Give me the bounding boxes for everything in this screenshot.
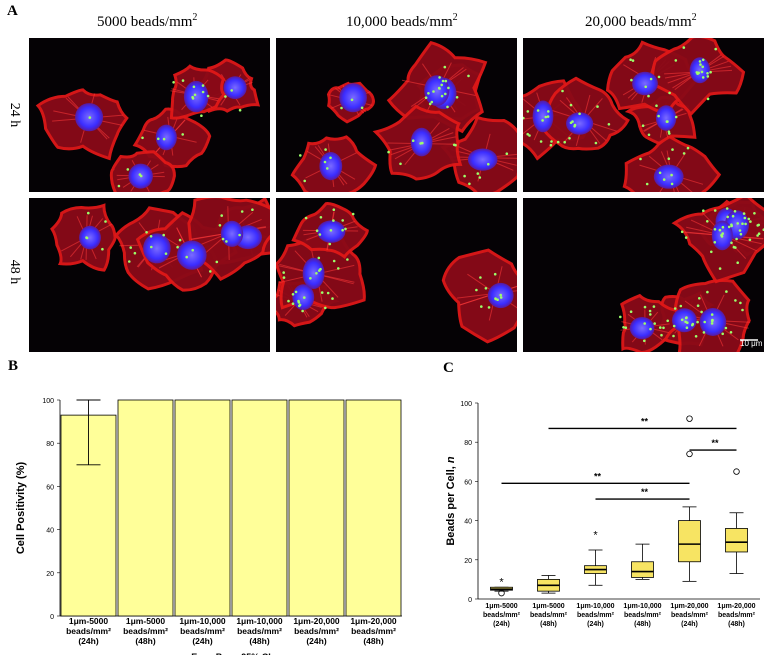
x-tick-label: 1μm-5000 xyxy=(485,603,517,610)
micrograph-10000-48h xyxy=(276,198,517,352)
column-header-10000: 10,000 beads/mm2 xyxy=(346,12,458,31)
x-tick-label: (48h) xyxy=(540,621,557,628)
significance-label: ** xyxy=(641,487,649,497)
x-tick-label: beads/mm² xyxy=(294,626,339,636)
significance-label: ** xyxy=(711,438,719,448)
x-tick-label: 1μm-20,000 xyxy=(717,603,755,610)
beads-per-cell-box-plot: 0 20 40 60 80 100 * 1μm-5000 beads/mm² (24h) 1μm-5… xyxy=(440,370,770,655)
x-tick-label: beads/mm² xyxy=(66,626,111,636)
box xyxy=(679,521,701,562)
x-tick-label: (24h) xyxy=(78,636,98,646)
y-tick-label: 80 xyxy=(46,441,54,448)
y-tick-label: 20 xyxy=(464,558,472,565)
y-tick-label: 100 xyxy=(42,398,54,405)
x-tick-label: beads/mm² xyxy=(577,612,615,619)
x-tick-label: 1μm-20,000 xyxy=(670,603,708,610)
x-tick-label: (48h) xyxy=(363,636,383,646)
x-tick-label: (24h) xyxy=(681,621,698,628)
micrograph-5000-48h xyxy=(29,198,270,352)
x-tick-label: 1μm-10,000 xyxy=(236,616,283,626)
outlier-marker xyxy=(687,451,693,457)
x-tick-label: 1μm-5000 xyxy=(532,603,564,610)
outlier-marker xyxy=(687,416,693,422)
y-tick-label: 20 xyxy=(46,571,54,578)
y-axis-title: Beads per Cell, n xyxy=(445,456,457,546)
x-tick-label: (24h) xyxy=(192,636,212,646)
extreme-marker: * xyxy=(593,529,598,541)
x-tick-label: (24h) xyxy=(306,636,326,646)
column-header-5000: 5000 beads/mm2 xyxy=(97,12,197,31)
bar xyxy=(175,400,230,616)
bar xyxy=(118,400,173,616)
x-tick-label: 1μm-10,000 xyxy=(576,603,614,610)
x-tick-label: 1μm-5000 xyxy=(126,616,165,626)
extreme-marker: * xyxy=(499,576,504,588)
y-tick-label: 80 xyxy=(464,440,472,447)
cell-positivity-bar-chart: 0204060801001μm-5000beads/mm²(24h)1μm-50… xyxy=(0,370,440,655)
y-tick-label: 100 xyxy=(460,401,472,408)
x-tick-label: (48h) xyxy=(249,636,269,646)
x-tick-label: beads/mm² xyxy=(718,612,756,619)
x-tick-label: (24h) xyxy=(493,621,510,628)
bar xyxy=(289,400,344,616)
micrograph-20000-48h xyxy=(523,198,764,352)
x-tick-label: 1μm-20,000 xyxy=(350,616,397,626)
micrograph-5000-24h xyxy=(29,38,270,192)
y-tick-label: 60 xyxy=(464,479,472,486)
x-tick-label: 1μm-5000 xyxy=(69,616,108,626)
x-tick-label: beads/mm² xyxy=(180,626,225,636)
column-header-20000: 20,000 beads/mm2 xyxy=(585,12,697,31)
row-label-24h: 24 h xyxy=(6,95,22,135)
box xyxy=(726,528,748,552)
x-tick-label: 1μm-10,000 xyxy=(623,603,661,610)
x-tick-label: (48h) xyxy=(135,636,155,646)
x-tick-label: beads/mm² xyxy=(237,626,282,636)
significance-label: ** xyxy=(594,471,602,481)
x-tick-label: 1μm-10,000 xyxy=(179,616,226,626)
row-label-48h: 48 h xyxy=(6,252,22,292)
outlier-marker xyxy=(734,469,740,475)
box xyxy=(632,562,654,578)
x-tick-label: beads/mm² xyxy=(624,612,662,619)
x-tick-label: beads/mm² xyxy=(671,612,709,619)
x-tick-label: beads/mm² xyxy=(530,612,568,619)
x-tick-label: (48h) xyxy=(728,621,745,628)
x-tick-label: 1μm-20,000 xyxy=(293,616,340,626)
x-tick-label: (48h) xyxy=(634,621,651,628)
x-tick-label: beads/mm² xyxy=(483,612,521,619)
x-tick-label: beads/mm² xyxy=(123,626,168,636)
y-tick-label: 60 xyxy=(46,484,54,491)
significance-label: ** xyxy=(641,416,649,426)
micrograph-10000-24h xyxy=(276,38,517,192)
scale-bar-label: 10 μm xyxy=(740,339,762,348)
bar xyxy=(232,400,287,616)
y-tick-label: 40 xyxy=(46,528,54,535)
y-tick-label: 0 xyxy=(50,614,54,621)
y-tick-label: 0 xyxy=(468,597,472,604)
micrograph-20000-24h xyxy=(523,38,764,192)
y-tick-label: 40 xyxy=(464,519,472,526)
bar xyxy=(346,400,401,616)
y-axis-title: Cell Positivity (%) xyxy=(15,462,27,555)
panel-a-label: A xyxy=(7,3,18,20)
x-tick-label: (24h) xyxy=(587,621,604,628)
x-tick-label: beads/mm² xyxy=(351,626,396,636)
